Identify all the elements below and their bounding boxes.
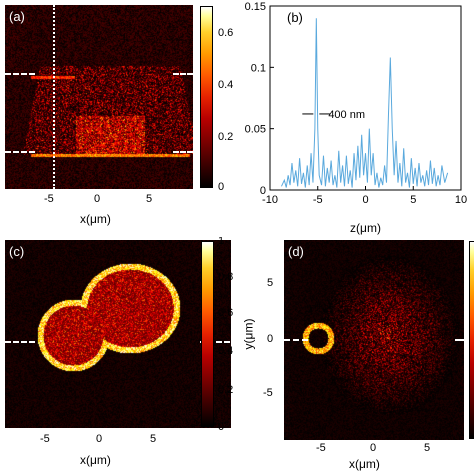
- dashed-marker-a-lower-right: [173, 151, 193, 153]
- x-axis-label-b: z(μm): [350, 221, 381, 235]
- x-tick-c: 5: [150, 433, 157, 445]
- x-tick-c: 0: [96, 433, 103, 445]
- panel-d-label: (d): [288, 244, 304, 259]
- y-tick-label-b: 0.15: [245, 1, 266, 13]
- colorbar-c-tick: 0.8: [218, 271, 234, 283]
- panel-d-image: (d): [284, 240, 464, 440]
- colorbar-a-tick: 0: [218, 181, 225, 193]
- dashed-marker-a-upper-left: [5, 73, 35, 75]
- panel-c: (c) 1 0.8 0.6 0.4 0.2 0 -5 0 5 x(μm): [0, 237, 237, 474]
- x-axis-label-c: x(μm): [80, 453, 111, 467]
- panel-b-label: (b): [287, 10, 303, 25]
- y-axis-label-d: y(μm): [241, 318, 256, 350]
- panel-a-image: (a): [5, 5, 193, 189]
- x-tick-d: 0: [370, 442, 377, 454]
- panel-d: (d) 5 0 -5 y(μm) -5 0 5 x(μm): [237, 237, 474, 474]
- colorbar-c-tick: 0.4: [218, 345, 234, 357]
- colorbar-c-tick: 0: [218, 421, 225, 433]
- panel-d-heatmap: [284, 240, 464, 440]
- x-tick-d: -5: [316, 442, 326, 454]
- annotation-400nm-b: 400 nm: [328, 109, 365, 121]
- colorbar-c: [201, 241, 214, 427]
- y-tick-label-b: 0.05: [245, 124, 266, 136]
- x-tick-label-b: -5: [313, 194, 323, 206]
- colorbar-c-tick: 1: [218, 237, 225, 247]
- colorbar-a-tick: 0.2: [218, 131, 234, 143]
- y-tick-label-b: 0.1: [251, 62, 266, 74]
- x-tick-label-b: 10: [455, 194, 467, 206]
- y-tick-d: 5: [267, 277, 274, 289]
- dashed-marker-d-left: [284, 339, 308, 341]
- colorbar-c-tick: 0.2: [218, 384, 234, 396]
- x-tick-a: -5: [44, 193, 54, 205]
- x-tick-d: 5: [424, 442, 431, 454]
- x-tick-c: -5: [40, 433, 50, 445]
- panel-c-image: (c): [5, 240, 231, 428]
- y-tick-d: 0: [267, 333, 274, 345]
- x-tick-label-b: 5: [410, 194, 416, 206]
- colorbar-d-partial: [469, 241, 474, 439]
- x-tick-label-b: -10: [262, 194, 278, 206]
- dotted-marker-a-vertical: [53, 5, 55, 189]
- dashed-marker-c-right: [200, 341, 230, 343]
- panel-b: 0 0.05 0.1 0.15 -10 -5 0 5 10 400 nm z(μm) (b): [237, 0, 474, 237]
- x-axis-label-a: x(μm): [80, 212, 111, 226]
- panel-c-label: (c): [9, 244, 25, 259]
- dashed-marker-c-left: [5, 341, 35, 343]
- colorbar-a-tick: 0.4: [218, 79, 234, 91]
- x-tick-label-b: 0: [362, 194, 368, 206]
- panel-b-line-chart: 0 0.05 0.1 0.15 -10 -5 0 5 10 400 nm z(μm) (b): [245, 1, 468, 235]
- colorbar-c-tick: 0.6: [218, 307, 234, 319]
- x-tick-a: 5: [146, 193, 153, 205]
- colorbar-a: [200, 6, 213, 188]
- panel-a-label: (a): [9, 9, 25, 24]
- plot-area-b: [269, 5, 462, 191]
- dashed-marker-a-upper-right: [173, 73, 193, 75]
- panel-a-heatmap: [5, 5, 193, 189]
- panel-c-heatmap: [5, 240, 231, 428]
- panel-a: (a) 0.6 0.4 0.2 0 -5 0 5 x(μm): [0, 0, 237, 237]
- y-tick-label-b: 0: [260, 185, 266, 197]
- x-tick-a: 0: [94, 193, 101, 205]
- x-axis-label-d: x(μm): [349, 457, 380, 471]
- dashed-marker-a-lower-left: [5, 151, 35, 153]
- series-line-b: [281, 18, 449, 188]
- y-tick-d: -5: [263, 387, 273, 399]
- colorbar-a-tick: 0.6: [218, 27, 234, 39]
- dashed-marker-d-right: [455, 339, 464, 341]
